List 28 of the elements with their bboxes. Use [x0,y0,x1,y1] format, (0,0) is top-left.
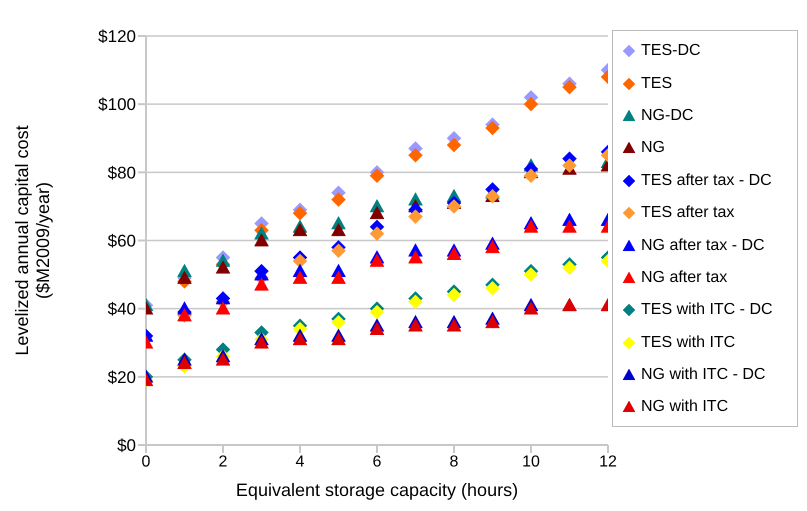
y-tick-label: $60 [108,232,136,251]
y-tick-label: $120 [98,27,136,46]
legend-label: TES [641,74,672,93]
x-tick-label: 10 [522,453,540,470]
legend-label: TES-DC [641,42,701,60]
legend-label: NG with ITC [641,398,728,416]
y-tick-label: $80 [108,163,136,182]
legend-label: NG with ITC - DC [641,366,766,384]
y-tick-label: $0 [117,436,136,456]
legend-label: TES with ITC [641,334,736,352]
x-tick-label: 8 [450,453,459,470]
x-tick-label: 0 [142,453,151,470]
y-tick-label: $40 [108,300,136,319]
legend-label: TES after tax [641,204,734,222]
legend-label: TES with ITC - DC [641,301,773,320]
legend-label: TES after tax - DC [641,172,772,190]
legend-label: NG [641,139,665,158]
x-tick-label: 12 [599,453,617,470]
x-axis-title: Equivalent storage capacity (hours) [236,480,518,500]
x-tick-label: 2 [218,453,228,470]
x-tick-label: 4 [296,453,305,470]
legend-label: NG-DC [641,106,694,125]
y-axis-title: Levelized annual capital cost ($M2009/year) [12,125,53,356]
x-tick-label: 6 [372,453,382,470]
legend-label: NG after tax - DC [641,236,765,255]
y-tick-label: $100 [98,95,136,114]
legend-label: NG after tax [641,268,728,287]
y-tick-label: $20 [108,368,136,387]
